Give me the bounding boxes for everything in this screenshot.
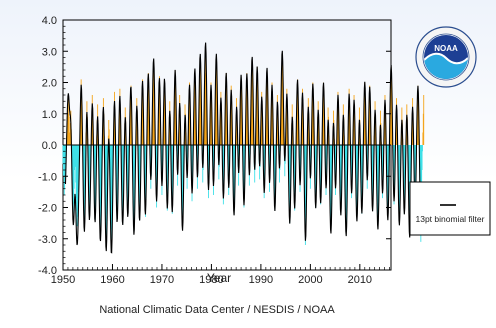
y-axis: -4.0 -3.0 -2.0 -1.0 0.0 1.0 2.0 3.0 4.0 [38,15,391,277]
logo-wordmark: NOAA [434,44,458,53]
bar [282,104,284,146]
y-tick-label: -4.0 [38,265,57,277]
x-axis-label: Year [207,271,231,285]
legend-box [409,181,491,236]
x-tick-label: 2000 [298,274,322,286]
bar [257,110,259,146]
x-tick-label: 1970 [150,274,174,286]
bar [346,145,348,186]
plot-area: -4.0 -3.0 -2.0 -1.0 0.0 1.0 2.0 3.0 4.0 1950 1960… [38,15,425,286]
y-tick-label: -3.0 [38,234,57,246]
bar [200,104,202,146]
bar [206,101,207,145]
bar [107,145,108,170]
legend: 13pt binomial filter [409,181,491,236]
x-tick-label: 1950 [51,274,75,286]
x-tick-label: 1980 [199,274,223,286]
y-tick-label: 0.0 [42,140,57,152]
footer-credit: National Climatic Data Center / NESDIS /… [99,304,335,316]
y-tick-label: 1.0 [42,109,57,121]
bar [65,145,66,180]
noaa-logo: NOAA [415,26,477,88]
bar [421,145,423,170]
bar [216,104,218,146]
bar [117,145,119,186]
bar [189,101,191,145]
bar [422,145,423,152]
bar [423,95,425,145]
bar [399,145,401,180]
bar [108,129,110,146]
bar [290,145,292,180]
legend-label: 13pt binomial filter [416,214,485,224]
y-tick-label: -2.0 [38,203,57,215]
logo-wave-white [424,52,468,65]
bar [252,107,254,145]
x-axis: 1950 1960 1970 1980 1990 2000 2010 [51,264,390,286]
bar [62,145,64,177]
x-tick-label: 1960 [100,274,124,286]
logo-bird-wave [424,53,468,79]
x-tick-label: 2010 [348,274,372,286]
bar [68,116,70,146]
y-tick-label: -1.0 [38,171,57,183]
filter-line [64,42,422,254]
y-tick-label: 4.0 [42,15,57,27]
y-tick-label: 2.0 [42,78,57,90]
y-tick-label: 3.0 [42,46,57,58]
x-tick-label: 1990 [249,274,273,286]
